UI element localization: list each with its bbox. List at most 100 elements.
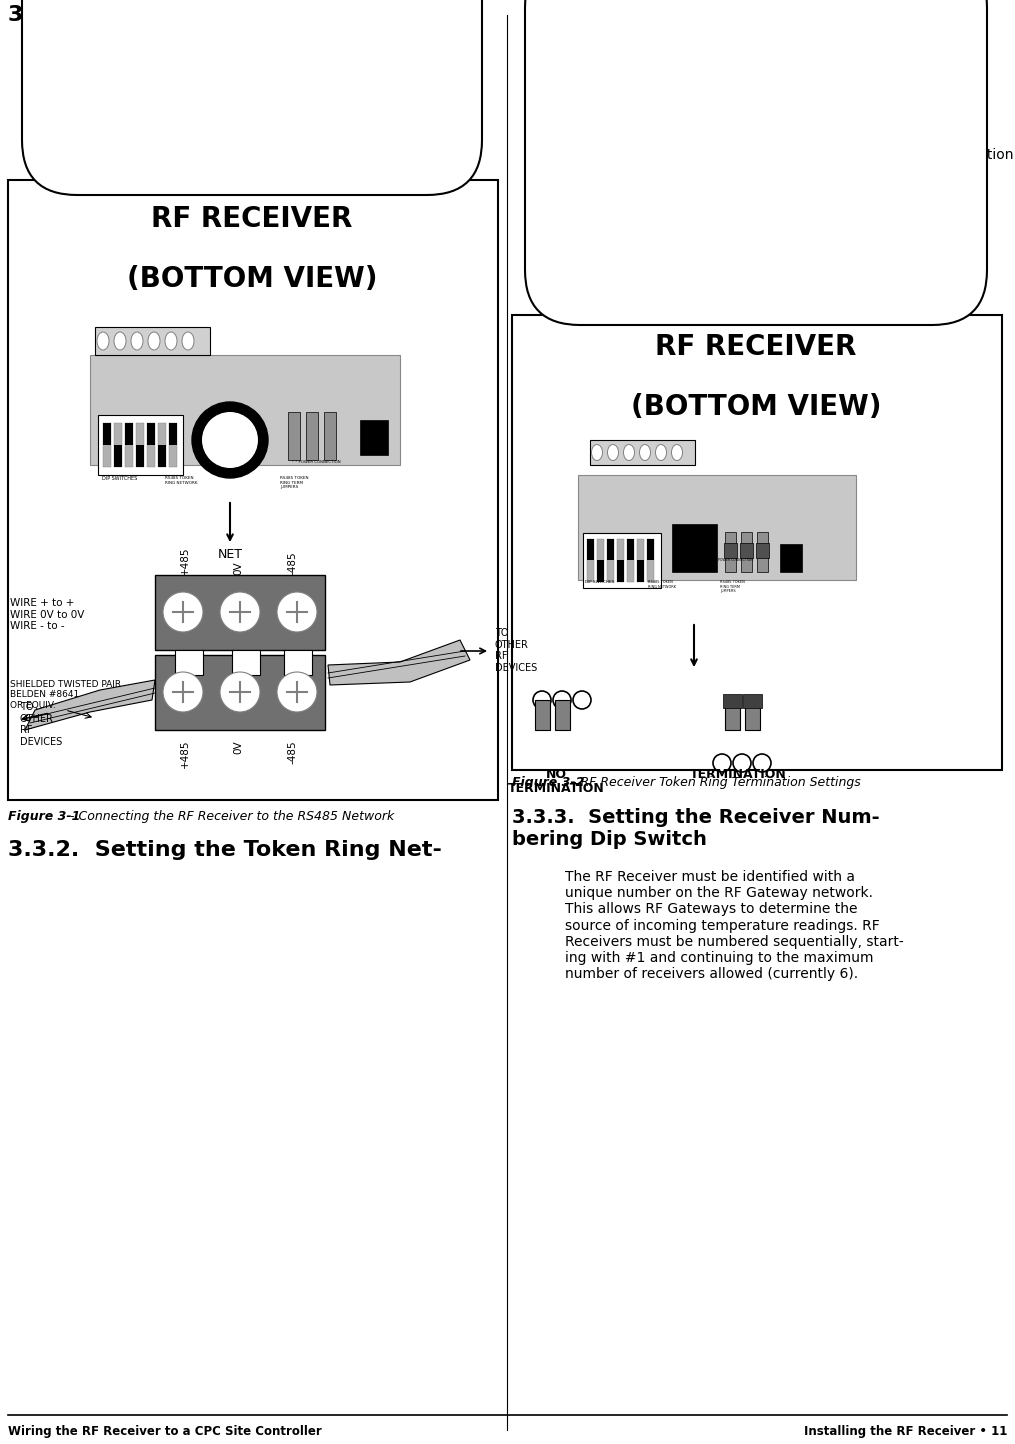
- Bar: [158, 445, 166, 466]
- Text: - Connecting the RF Receiver to the RS485 Network: - Connecting the RF Receiver to the RS48…: [66, 810, 394, 823]
- Bar: [360, 420, 388, 455]
- Bar: [114, 423, 122, 466]
- Text: (BOTTOM VIEW): (BOTTOM VIEW): [630, 393, 881, 422]
- Bar: [672, 524, 717, 572]
- Text: Wiring the RF Receiver to a CPC Site Controller: Wiring the RF Receiver to a CPC Site Con…: [8, 1425, 322, 1438]
- Bar: [232, 650, 260, 674]
- Bar: [175, 650, 203, 674]
- Text: 0V: 0V: [233, 562, 243, 575]
- Bar: [590, 440, 695, 465]
- Circle shape: [553, 692, 571, 709]
- Text: Figure 3-1: Figure 3-1: [8, 810, 80, 823]
- Ellipse shape: [165, 332, 177, 349]
- Bar: [288, 412, 300, 461]
- Text: POWER CONNECTION: POWER CONNECTION: [718, 557, 753, 562]
- Bar: [578, 475, 856, 580]
- Circle shape: [220, 592, 260, 632]
- Circle shape: [713, 754, 731, 773]
- Text: RS485 TOKEN
RING TERM
JUMPERS: RS485 TOKEN RING TERM JUMPERS: [720, 580, 745, 593]
- Ellipse shape: [672, 445, 682, 461]
- Text: The RF Receiver must be identified with a
unique number on the RF Gateway networ: The RF Receiver must be identified with …: [565, 869, 903, 982]
- Bar: [740, 543, 753, 557]
- Bar: [284, 650, 312, 674]
- Text: -485: -485: [288, 552, 298, 575]
- Bar: [647, 539, 654, 582]
- Text: * * POWER CONNECTION: * * POWER CONNECTION: [292, 461, 341, 464]
- Ellipse shape: [148, 332, 160, 349]
- Bar: [725, 700, 740, 731]
- Bar: [723, 695, 742, 708]
- Text: 3.3.3.  Setting the Receiver Num-
bering Dip Switch: 3.3.3. Setting the Receiver Num- bering …: [512, 809, 880, 849]
- Text: 3.3.2.  Setting the Token Ring Net-: 3.3.2. Setting the Token Ring Net-: [8, 840, 442, 861]
- Circle shape: [573, 692, 591, 709]
- Text: 3.3.1.  Wire Connection: 3.3.1. Wire Connection: [8, 4, 302, 25]
- Bar: [98, 414, 183, 475]
- Text: 0V: 0V: [233, 739, 243, 754]
- Text: DIP SWITCHES: DIP SWITCHES: [585, 580, 614, 583]
- Circle shape: [277, 671, 317, 712]
- Text: . To unterminate the RF
Gateway, set the jumpers to the DOWN position.: . To unterminate the RF Gateway, set the…: [679, 131, 1015, 162]
- Circle shape: [533, 692, 551, 709]
- Text: NO: NO: [545, 768, 566, 781]
- Bar: [637, 560, 644, 582]
- Bar: [103, 423, 111, 445]
- Ellipse shape: [608, 445, 618, 461]
- Bar: [725, 531, 736, 572]
- Bar: [114, 445, 122, 466]
- Text: Installing the RF Receiver • 11: Installing the RF Receiver • 11: [804, 1425, 1007, 1438]
- Text: .: .: [308, 94, 313, 107]
- Bar: [125, 423, 133, 466]
- Bar: [170, 423, 177, 466]
- Text: RS485 TOKEN
RING NETWORK: RS485 TOKEN RING NETWORK: [648, 580, 676, 589]
- Bar: [155, 575, 325, 650]
- Text: RS485 TOKEN
RING TERM
JUMPERS: RS485 TOKEN RING TERM JUMPERS: [280, 477, 309, 490]
- Circle shape: [753, 754, 771, 773]
- FancyBboxPatch shape: [22, 0, 482, 195]
- Bar: [637, 539, 644, 582]
- Circle shape: [733, 754, 751, 773]
- Circle shape: [277, 592, 317, 632]
- Text: +485: +485: [180, 739, 190, 768]
- Ellipse shape: [656, 445, 667, 461]
- Bar: [136, 423, 144, 466]
- Bar: [607, 539, 614, 560]
- Bar: [587, 539, 594, 582]
- Bar: [147, 423, 155, 466]
- Text: NET: NET: [217, 549, 243, 562]
- Bar: [136, 445, 144, 466]
- FancyBboxPatch shape: [525, 0, 987, 325]
- Circle shape: [202, 412, 258, 468]
- Bar: [147, 423, 155, 445]
- Bar: [158, 423, 166, 466]
- Text: -485: -485: [288, 739, 298, 764]
- Circle shape: [220, 671, 260, 712]
- Text: WIRE + to +
WIRE 0V to 0V
WIRE - to -: WIRE + to + WIRE 0V to 0V WIRE - to -: [10, 598, 84, 631]
- Bar: [90, 355, 400, 465]
- Polygon shape: [328, 640, 470, 684]
- Text: The devices at each end of the Token Ring
Network daisy chain must be terminated: The devices at each end of the Token Rin…: [562, 55, 897, 134]
- Bar: [617, 539, 624, 582]
- Ellipse shape: [592, 445, 603, 461]
- Circle shape: [192, 401, 268, 478]
- Text: TERMINATION: TERMINATION: [689, 768, 787, 781]
- Bar: [324, 412, 336, 461]
- Text: work Termination Jumpers: work Termination Jumpers: [596, 4, 925, 25]
- Bar: [535, 700, 550, 731]
- Bar: [555, 700, 570, 731]
- Text: TERMINATION: TERMINATION: [508, 783, 604, 796]
- Ellipse shape: [131, 332, 143, 349]
- Bar: [756, 543, 769, 557]
- Bar: [627, 539, 634, 560]
- Bar: [125, 423, 133, 445]
- Bar: [95, 326, 210, 355]
- Text: Figure 3-2: Figure 3-2: [512, 775, 585, 788]
- Bar: [583, 533, 661, 588]
- Text: Figure 3-2: Figure 3-2: [615, 131, 695, 146]
- Circle shape: [163, 592, 203, 632]
- Text: Connect the Token Ring Network wire to the
three-terminal connector on the RF Re: Connect the Token Ring Network wire to t…: [55, 55, 363, 101]
- Ellipse shape: [623, 445, 634, 461]
- Text: DIP SWITCHES: DIP SWITCHES: [102, 477, 137, 481]
- Text: - RF Receiver Token Ring Termination Settings: - RF Receiver Token Ring Termination Set…: [568, 775, 861, 788]
- Bar: [512, 315, 1002, 770]
- Ellipse shape: [114, 332, 126, 349]
